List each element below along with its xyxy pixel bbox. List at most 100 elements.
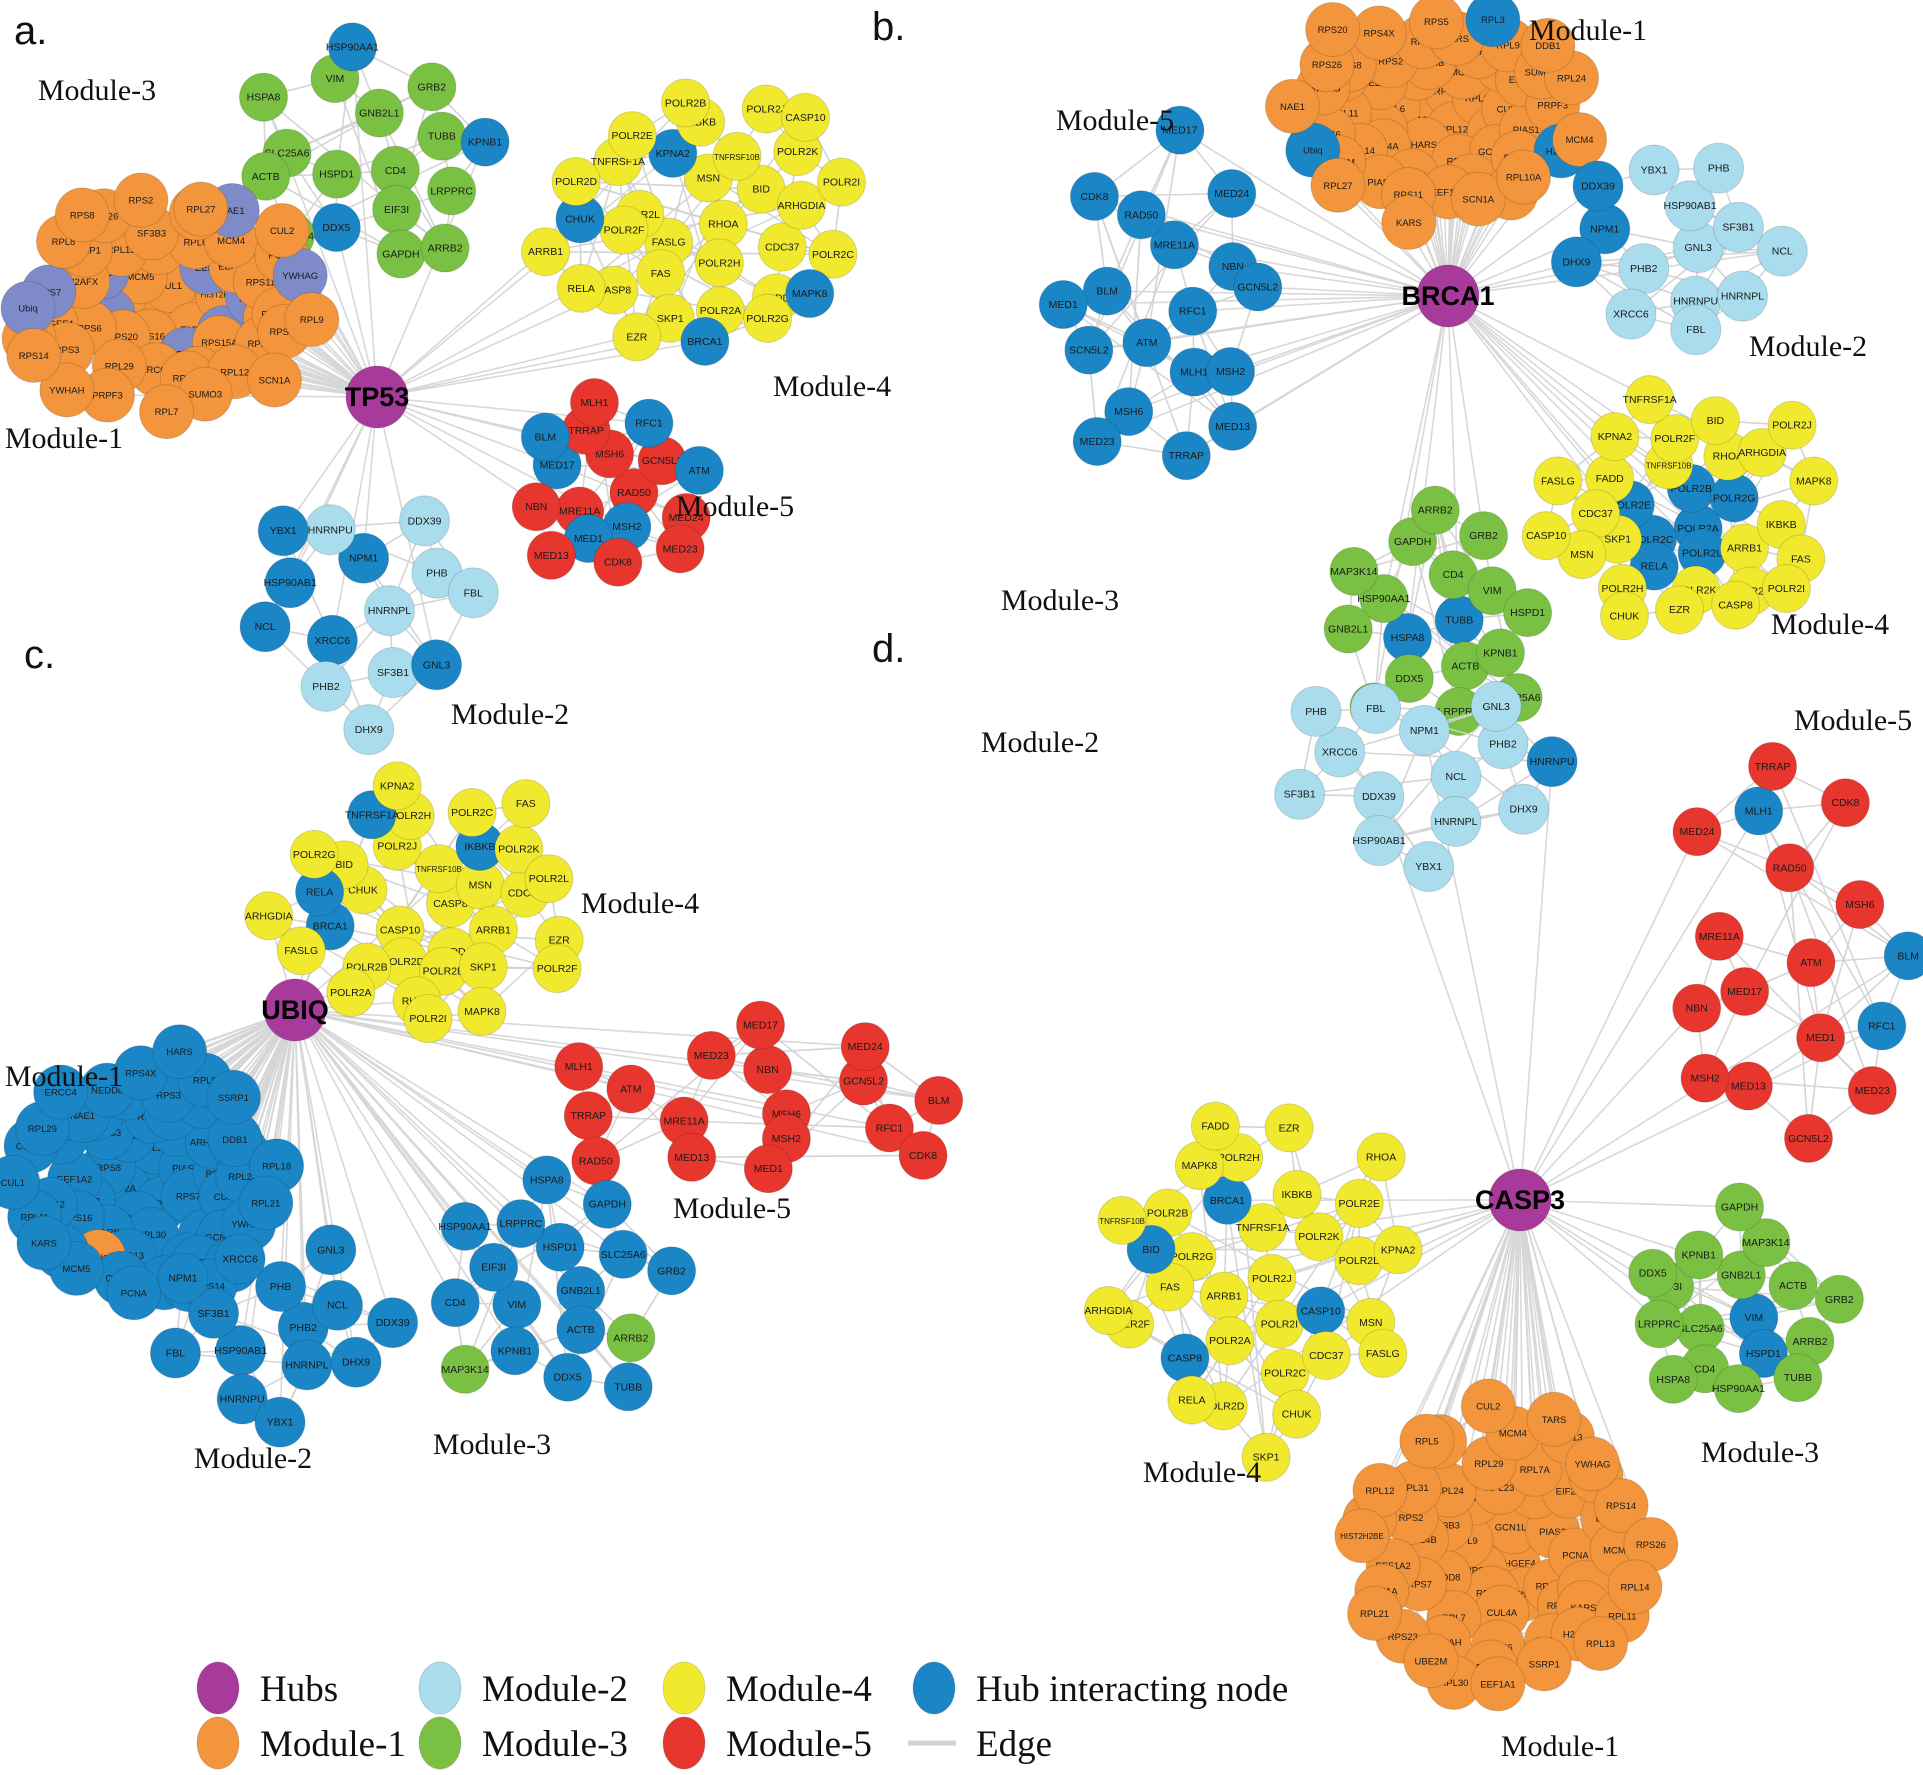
edge — [1788, 867, 1874, 1091]
gene-node-label: DDX5 — [1639, 1268, 1667, 1280]
b-module-1: RPL23RPS13RPL35ARPL12RPL6RPL18HARSCUL1RP… — [1264, 0, 1608, 250]
gene-node-label: RPL30 — [1439, 1678, 1468, 1689]
gene-node-label: GNL3 — [317, 1244, 345, 1256]
a-module-3: CD4HSPD1GNB2L1EIF3ISLC25A6TUBBDDX5VIMLRP… — [239, 22, 510, 279]
hub-edge — [1447, 295, 1703, 554]
gene-node-label: Ubiq — [1514, 1590, 1534, 1601]
gene-node-label: RPL12 — [1439, 124, 1468, 135]
module-caption-module-5: Module-5 — [1056, 104, 1174, 137]
gene-node-label: IKBKB — [464, 841, 495, 853]
c-module-1: RPL7EIF2ARPL35ARPS6RPS8PIAS1YWHAGRPL31RP… — [0, 1024, 305, 1321]
gene-node-label: BLM — [535, 432, 557, 444]
gene-node-SF3B1 — [188, 1287, 240, 1339]
gene-node-label: BRCA1 — [313, 920, 348, 932]
gene-node-ARHGDIA — [1083, 1286, 1133, 1336]
gene-node-label: ARHGDIA — [777, 200, 825, 212]
gene-node-GAPDH — [1715, 1182, 1765, 1232]
gene-node-label: SUMO3 — [1525, 68, 1559, 79]
gene-node-label: ERCC4 — [140, 365, 172, 376]
gene-node-YBX1 — [257, 505, 309, 557]
gene-node-DDX39 — [1572, 160, 1624, 212]
gene-node-SKP1 — [1241, 1432, 1291, 1482]
gene-node-label: POLR2C — [451, 807, 493, 819]
gene-node-label: POLR2D — [382, 956, 424, 968]
gene-node-label: CUL1 — [1463, 1493, 1487, 1504]
gene-node-label: RPS4X — [125, 1068, 157, 1079]
gene-node-RPL7 — [139, 384, 195, 440]
gene-node-label: SF3B3 — [137, 228, 166, 239]
gene-node-label: HSP90AB1 — [214, 1345, 267, 1357]
module-caption-module-2: Module-2 — [194, 1442, 312, 1475]
gene-node-label: PRPF3 — [92, 391, 123, 402]
gene-node-label: GNL3 — [1684, 242, 1712, 254]
gene-node-DDX5 — [1384, 653, 1434, 703]
gene-node-label: MAP3K14 — [441, 1364, 488, 1376]
gene-node-label: DDX39 — [408, 515, 442, 527]
gene-node-POLR2G — [289, 829, 339, 879]
gene-node-FASLG — [1533, 456, 1583, 506]
gene-node-label: VIM — [326, 73, 345, 85]
gene-node-MED24 — [1672, 807, 1722, 857]
gene-node-ARRB2 — [1410, 485, 1460, 535]
gene-node-label: RPL5 — [1415, 1437, 1439, 1448]
gene-node-KPNA2 — [1373, 1225, 1423, 1275]
gene-node-FASLG — [276, 926, 326, 976]
gene-node-label: MRE11A — [1699, 931, 1740, 943]
gene-node-MED23 — [1847, 1066, 1897, 1116]
gene-node-label: RPL27 — [186, 205, 215, 216]
gene-node-NPM1 — [1398, 704, 1450, 756]
gene-node-EZR — [612, 312, 662, 362]
hub-edge — [1192, 295, 1449, 312]
gene-node-HNRNPL — [363, 585, 415, 637]
gene-node-RELA — [1167, 1375, 1217, 1425]
gene-node-label: HSP90AB1 — [264, 577, 317, 589]
gene-node-MAP3K14 — [440, 1344, 490, 1394]
gene-node-CUL2 — [1460, 1378, 1516, 1434]
gene-node-label: NCL — [255, 621, 276, 633]
gene-node-label: RPL21 — [251, 1198, 280, 1209]
gene-node-RPL13 — [1573, 1616, 1629, 1672]
hub-edge — [1179, 129, 1449, 297]
gene-node-label: CHUK — [1610, 610, 1640, 622]
gene-node-GAPDH — [582, 1179, 632, 1229]
gene-node-DHX9 — [1498, 783, 1550, 835]
gene-node-KPNB1 — [1674, 1230, 1724, 1280]
gene-node-label: FBL — [464, 587, 483, 599]
gene-node-label: GRB2 — [1469, 530, 1498, 542]
gene-node-label: POLR2C — [1264, 1367, 1306, 1379]
gene-node-label: BRCA1 — [687, 336, 722, 348]
panel-c: CASP8CASP10TNFRSF10BFADDCHUKMSNPOLR2DPOL… — [0, 633, 964, 1475]
gene-node-RPS14 — [1593, 1478, 1649, 1534]
gene-node-label: PHB — [270, 1281, 292, 1293]
gene-node-MED23 — [655, 524, 705, 574]
gene-node-DDB1 — [1520, 17, 1576, 73]
gene-node-POLR2E — [607, 111, 657, 161]
hub-edge — [1230, 295, 1449, 373]
gene-node-label: SCN5L2 — [1069, 345, 1109, 357]
gene-node-label: FAS — [651, 268, 671, 280]
gene-node-label: SSRP1 — [1529, 1659, 1560, 1670]
gene-node-label: HNRNPL — [285, 1359, 328, 1371]
gene-node-label: MED1 — [1049, 299, 1078, 311]
gene-node-NCL — [311, 1279, 363, 1331]
hub-edge — [1447, 295, 1699, 530]
gene-node-label: CDC37 — [1579, 508, 1614, 520]
gene-node-label: RAD50 — [1124, 209, 1158, 221]
gene-node-MSH2 — [1680, 1053, 1730, 1103]
gene-node-label: POLR2H — [1218, 1152, 1260, 1164]
gene-node-label: SKP1 — [1604, 534, 1631, 546]
panel-letter: d. — [872, 627, 905, 671]
gene-node-label: MSN — [697, 173, 720, 185]
module-caption-module-5: Module-5 — [1794, 704, 1912, 737]
gene-node-label: MED13 — [1215, 421, 1250, 433]
gene-node-label: HSPA8 — [247, 92, 281, 104]
gene-node-HSP90AA1 — [327, 22, 377, 72]
gene-node-label: CDC37 — [765, 242, 800, 254]
gene-node-label: RFC1 — [1868, 1020, 1896, 1032]
hub-edge — [294, 1009, 394, 1323]
gene-node-GNL3 — [411, 639, 463, 691]
gene-node-label: POLR2B — [665, 97, 706, 109]
module-caption-module-3: Module-3 — [38, 74, 156, 107]
gene-node-label: HSPA8 — [530, 1174, 564, 1186]
gene-node-label: RPL7A — [1520, 1465, 1551, 1476]
